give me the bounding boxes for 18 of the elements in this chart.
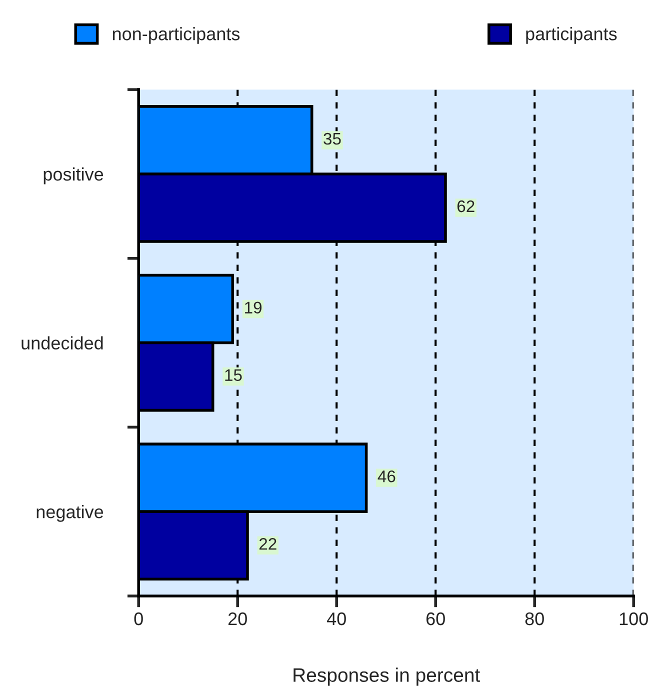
y-tick-label: negative bbox=[36, 505, 104, 522]
x-tick-label: 60 bbox=[426, 612, 445, 626]
legend-label: participants bbox=[526, 27, 617, 44]
data-label: 46 bbox=[378, 470, 396, 482]
legend-label: non-participants bbox=[112, 27, 240, 44]
x-tick-label: 20 bbox=[228, 612, 247, 626]
data-label: 35 bbox=[324, 132, 341, 145]
data-label: 62 bbox=[457, 200, 474, 212]
x-tick-label: 100 bbox=[620, 612, 648, 626]
x-axis-title: Responses in percent bbox=[294, 668, 480, 686]
y-tick-label: undecided bbox=[22, 336, 103, 350]
data-label: 22 bbox=[259, 538, 276, 550]
data-label: 15 bbox=[225, 369, 242, 382]
x-tick-label: 0 bbox=[134, 612, 143, 626]
data-label: 19 bbox=[245, 302, 262, 314]
x-tick-label: 40 bbox=[326, 612, 346, 626]
x-tick-label: 80 bbox=[525, 612, 544, 626]
y-tick-label: positive bbox=[44, 167, 104, 184]
